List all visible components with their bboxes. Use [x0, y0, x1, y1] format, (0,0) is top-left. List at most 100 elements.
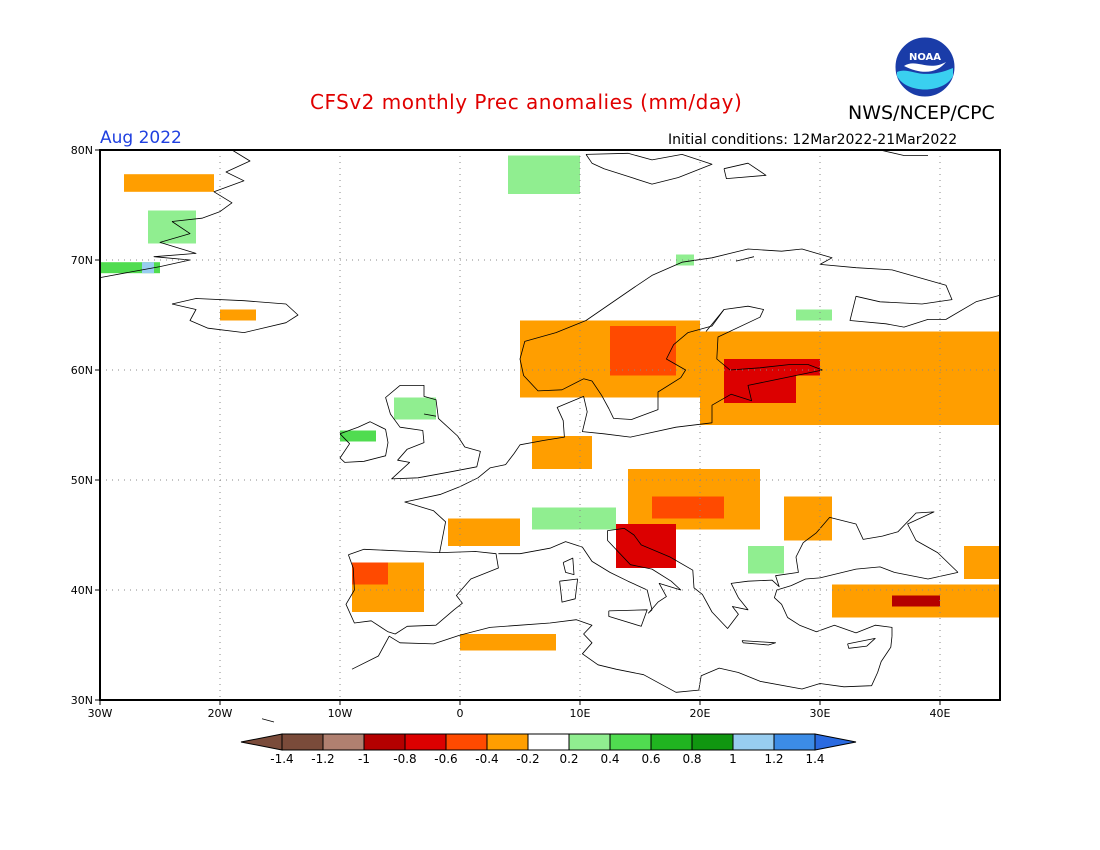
coastline [562, 557, 575, 575]
colorbar-label: -1 [358, 752, 370, 766]
lon-label: 30W [88, 707, 113, 720]
anomaly-cell-light_green [508, 155, 580, 194]
anomaly-cell-light_green [394, 397, 436, 420]
colorbar-label: 0.8 [682, 752, 701, 766]
coastline [879, 149, 928, 156]
colorbar-label: 1.2 [764, 752, 783, 766]
anomaly-cell-red_orange [652, 496, 724, 519]
coastline [847, 638, 876, 649]
colorbar-swatch [650, 733, 693, 751]
lon-label: 0 [457, 707, 464, 720]
colorbar-label: -0.6 [434, 752, 457, 766]
colorbar-swatch [609, 733, 652, 751]
initial-conditions: Initial conditions: 12Mar2022-21Mar2022 [668, 132, 958, 148]
coastline [519, 248, 1001, 392]
anomaly-cell-green [100, 262, 160, 274]
colorbar-label: 1.4 [805, 752, 824, 766]
colorbar-low-arrow [240, 733, 283, 751]
lon-label: 10E [570, 707, 591, 720]
anomaly-cell-orange [448, 518, 520, 546]
colorbar-swatch [568, 733, 611, 751]
colorbar-swatch [732, 733, 775, 751]
coastlines [99, 149, 1001, 723]
colorbar-swatch [322, 733, 365, 751]
colorbar-label: -1.2 [311, 752, 334, 766]
noaa-logo-icon: NOAA [894, 36, 956, 98]
anomaly-cell-red [616, 524, 676, 568]
lon-label: 40E [930, 707, 951, 720]
coastline [591, 305, 823, 420]
anomaly-cell-orange [124, 174, 214, 192]
anomaly-cell-red_orange [610, 326, 676, 376]
lat-label: 80N [71, 144, 93, 157]
map-frame [99, 149, 1001, 701]
colorbar-swatch [527, 733, 570, 751]
lat-label: 40N [71, 584, 93, 597]
anomaly-cell-light_green [796, 309, 832, 321]
colorbar-label: 0.2 [559, 752, 578, 766]
coastline [385, 385, 481, 480]
coastline [705, 309, 725, 332]
lon-label: 10W [328, 707, 353, 720]
coastline [171, 298, 299, 333]
coastline [404, 369, 823, 553]
coastline [99, 221, 197, 278]
noaa-logo-text: NOAA [909, 52, 941, 63]
anomaly-cell-dark_red [892, 595, 940, 607]
coastline [351, 619, 893, 693]
coastline [171, 149, 251, 222]
lon-label: 30E [810, 707, 831, 720]
colorbar-swatch [404, 733, 447, 751]
anomaly-cell-orange [532, 436, 592, 469]
colorbar-swatch [445, 733, 488, 751]
coastline [559, 578, 578, 603]
lat-label: 30N [71, 694, 93, 707]
coastline [608, 609, 648, 627]
anomaly-cell-light_green [748, 546, 784, 574]
coastline [261, 718, 275, 723]
lon-label: 20W [208, 707, 233, 720]
colorbar-swatch [486, 733, 529, 751]
coastline [585, 152, 713, 185]
anomaly-cell-light_green [532, 507, 616, 530]
lat-label: 60N [71, 364, 93, 377]
graticule [100, 150, 1000, 700]
colorbar-swatch [773, 733, 816, 751]
coastline [741, 640, 776, 646]
anomaly-cell-orange [784, 496, 832, 541]
colorbar-label: 0.6 [641, 752, 660, 766]
colorbar-high-arrow [814, 733, 857, 751]
coastline [423, 413, 437, 417]
colorbar: -1.4 -1.2 -1 -0.8 -0.6 -0.4 -0.2 0.2 0.4 0.6 0.8 1 1… [240, 733, 857, 766]
lat-label: 70N [71, 254, 93, 267]
coastline [735, 256, 755, 262]
map-title: CFSv2 monthly Prec anomalies (mm/day) [310, 90, 743, 114]
colorbar-label: -0.2 [516, 752, 539, 766]
colorbar-label: 1 [729, 752, 737, 766]
colorbar-swatch [691, 733, 734, 751]
colorbar-label: 0.4 [600, 752, 619, 766]
coastline [339, 421, 389, 463]
coastline [345, 548, 499, 635]
lat-label: 50N [71, 474, 93, 487]
anomaly-cell-green [340, 430, 376, 442]
anomaly-cell-orange [460, 634, 556, 651]
coastline [498, 511, 959, 629]
coastline [723, 162, 767, 179]
coastline [774, 566, 959, 637]
colorbar-label: -0.8 [393, 752, 416, 766]
agency-label: NWS/NCEP/CPC [848, 102, 995, 124]
anomaly-cell-orange [220, 309, 256, 321]
anomaly-layer [100, 155, 1000, 651]
lon-label: 20E [690, 707, 711, 720]
anomaly-cell-light_green [148, 210, 196, 244]
anomaly-cell-light_green [676, 254, 694, 266]
anomaly-cell-light_blue [142, 262, 154, 274]
colorbar-swatch [281, 733, 324, 751]
anomaly-cell-red [724, 375, 796, 403]
anomaly-cell-orange [964, 546, 1000, 579]
axis-labels: 30N 40N 50N 60N 70N 80N 30W 20W 10W 0 10E 20E 30E 40E [71, 144, 951, 720]
anomaly-cell-red_orange [352, 562, 388, 585]
colorbar-label: -0.4 [475, 752, 498, 766]
